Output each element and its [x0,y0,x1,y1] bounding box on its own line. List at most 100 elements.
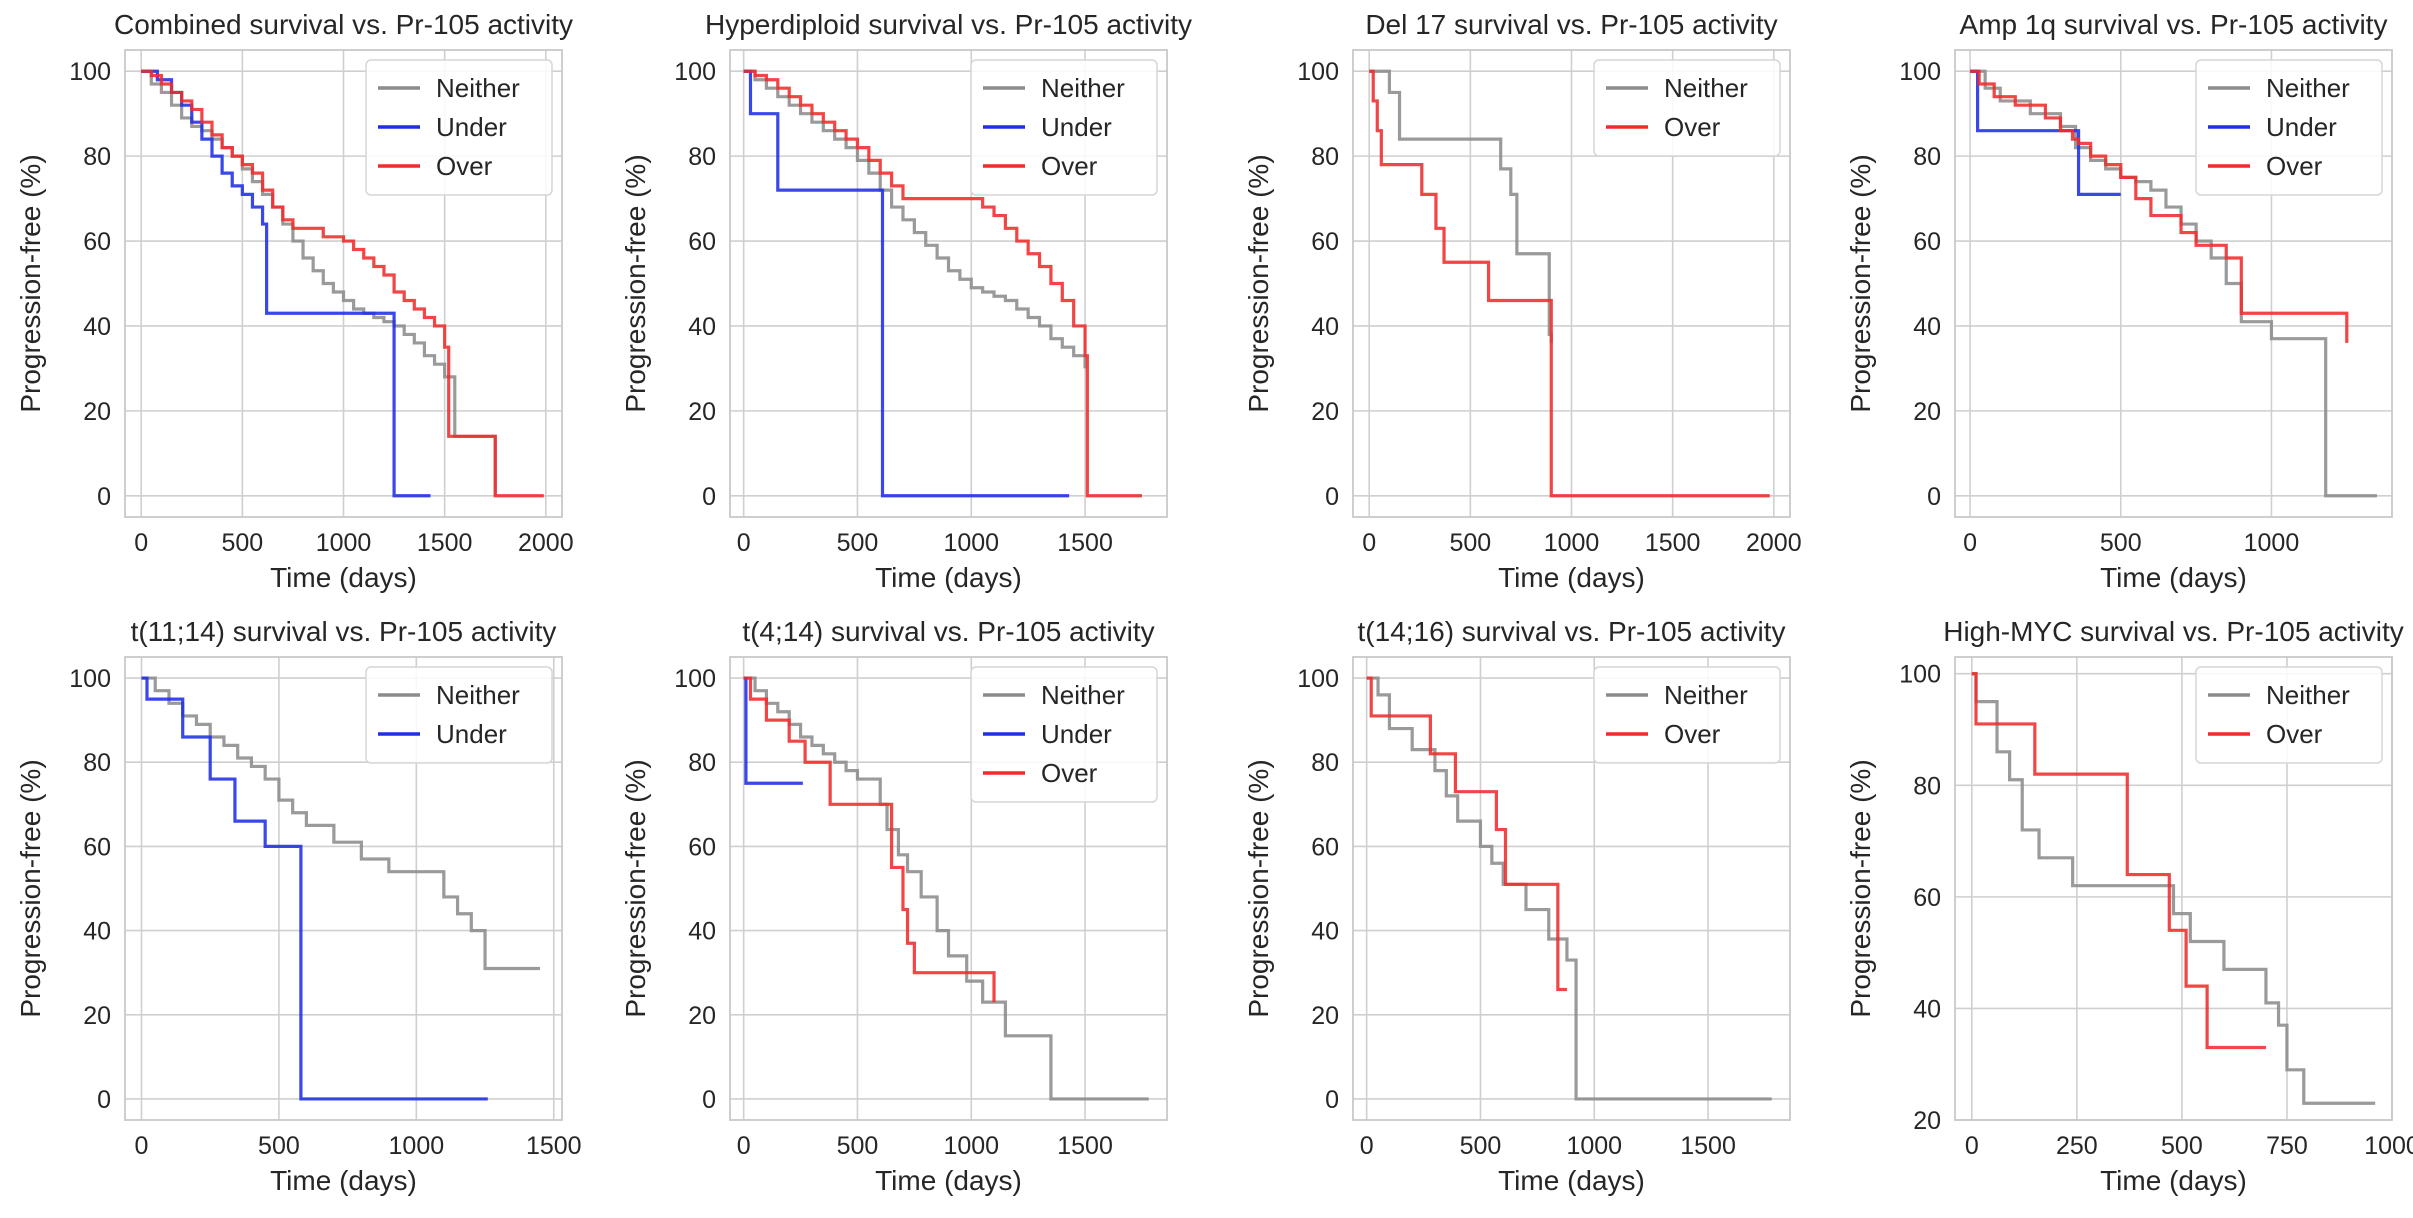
chart-title: Amp 1q survival vs. Pr-105 activity [1960,9,2388,40]
legend-box [970,59,1158,196]
legend-box [2195,666,2383,764]
chart-panel-2: 0 500 1000 1500 0 20 40 60 80 100 Hyperdiploid sur… [620,9,1192,593]
x-tick-label: 500 [1449,529,1491,557]
legend-label-under: Under [1041,112,1112,142]
x-axis-label: Time (days) [875,562,1022,593]
series-line-over [1970,69,2349,343]
series-line-over [743,69,1142,498]
x-tick-label: 1000 [2244,529,2300,557]
y-tick-label: 100 [69,665,111,693]
y-tick-label: 60 [83,833,111,861]
legend: Neither Over [1593,59,1781,157]
legend-label-neither: Neither [1041,73,1125,103]
legend-label-over: Over [2266,151,2323,181]
legend-label-neither: Neither [2266,680,2350,710]
legend-box [365,666,553,764]
legend-label-neither: Neither [2266,73,2350,103]
legend: Neither Under Over [970,666,1158,803]
y-tick-label: 20 [1311,398,1339,426]
x-axis-label: Time (days) [875,1165,1022,1196]
y-tick-label: 100 [1297,665,1339,693]
x-tick-label: 1500 [417,529,473,557]
x-tick-label: 0 [1362,529,1376,557]
y-tick-label: 80 [688,143,716,171]
y-axis-label: Progression-free (%) [1845,154,1876,412]
y-axis-label: Progression-free (%) [1243,154,1274,412]
y-tick-label: 40 [83,918,111,946]
y-axis-label: Progression-free (%) [1243,759,1274,1017]
y-tick-label: 40 [1913,995,1941,1023]
series-line-neither [141,676,541,971]
y-tick-label: 60 [1311,833,1339,861]
y-tick-label: 0 [1325,1086,1339,1114]
y-tick-label: 100 [1899,661,1941,689]
x-tick-label: 0 [1965,1132,1979,1160]
legend-label-over: Over [436,151,493,181]
legend-label-over: Over [1664,112,1721,142]
legend-label-over: Over [1664,719,1721,749]
chart-title: t(4;14) survival vs. Pr-105 activity [742,616,1154,647]
series-line-neither [1369,69,1553,343]
y-tick-label: 0 [702,1086,716,1114]
plot-frame [124,656,563,1121]
x-tick-label: 0 [1963,529,1977,557]
y-axis-label: Progression-free (%) [15,759,46,1017]
x-axis-label: Time (days) [1498,1165,1645,1196]
chart-panel-3: 0 500 1000 1500 2000 0 20 40 60 80 100 Del 17 survi… [1243,9,1802,593]
series-line-over [1369,69,1770,498]
chart-panel-7: 0 500 1000 1500 0 20 40 60 80 100 t(14;16) surviva… [1243,616,1791,1196]
y-tick-label: 0 [97,1086,111,1114]
y-tick-label: 0 [702,483,716,511]
x-tick-label: 1000 [1544,529,1600,557]
y-tick-label: 0 [97,483,111,511]
legend-label-neither: Neither [436,680,520,710]
legend-label-over: Over [1041,758,1098,788]
series-line-under [743,69,1070,498]
x-tick-label: 1500 [1057,1132,1113,1160]
y-tick-label: 40 [688,313,716,341]
x-tick-label: 500 [837,1132,879,1160]
series-line-neither [1970,69,2377,498]
x-tick-label: 1000 [2364,1132,2413,1160]
y-tick-label: 20 [1913,1107,1941,1135]
y-tick-label: 100 [674,58,716,86]
y-tick-label: 20 [1311,1002,1339,1030]
x-tick-label: 500 [2100,529,2142,557]
x-tick-label: 500 [1460,1132,1502,1160]
chart-panel-4: 0 500 1000 0 20 40 60 80 100 Amp 1q survival vs. … [1845,9,2393,593]
x-tick-label: 500 [221,529,263,557]
series-line-under [743,676,803,785]
y-tick-label: 60 [1311,228,1339,256]
y-tick-label: 100 [69,58,111,86]
chart-title: Combined survival vs. Pr-105 activity [114,9,573,40]
plot-frame [729,49,1168,518]
legend: Neither Under Over [2195,59,2383,196]
y-tick-label: 80 [1913,772,1941,800]
legend-label-neither: Neither [1664,73,1748,103]
legend-label-neither: Neither [1664,680,1748,710]
x-tick-label: 1500 [526,1132,582,1160]
legend-label-neither: Neither [1041,680,1125,710]
legend-box [970,666,1158,803]
legend-box [1593,59,1781,157]
legend-box [365,59,553,196]
y-tick-label: 20 [83,398,111,426]
y-tick-label: 40 [1311,918,1339,946]
legend-label-over: Over [2266,719,2323,749]
plot-frame [1352,49,1791,518]
y-tick-label: 60 [688,833,716,861]
chart-title: High-MYC survival vs. Pr-105 activity [1943,616,2404,647]
chart-title: t(11;14) survival vs. Pr-105 activity [131,616,557,647]
series-line-over [1366,676,1567,992]
x-axis-label: Time (days) [270,1165,417,1196]
series-line-over [743,676,996,1003]
y-tick-label: 80 [688,749,716,777]
legend-box [2195,59,2383,196]
y-tick-label: 80 [83,143,111,171]
x-axis-label: Time (days) [2100,562,2247,593]
x-axis-label: Time (days) [270,562,417,593]
legend-label-under: Under [436,112,507,142]
x-tick-label: 500 [837,529,879,557]
legend-box [1593,666,1781,764]
